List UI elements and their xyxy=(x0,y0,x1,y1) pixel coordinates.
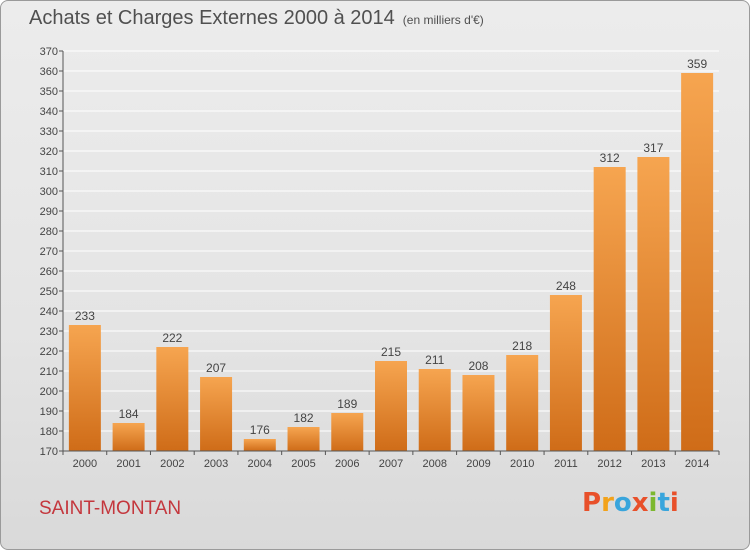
x-tick-label: 2013 xyxy=(641,458,665,470)
proxiti-logo: Proxiti xyxy=(582,488,679,518)
y-tick-label: 340 xyxy=(40,106,58,118)
bar xyxy=(681,73,714,451)
x-tick-label: 2012 xyxy=(597,458,621,470)
y-tick-label: 200 xyxy=(40,386,58,398)
y-tick-label: 210 xyxy=(40,366,58,378)
x-tick-label: 2003 xyxy=(204,458,228,470)
y-tick-label: 360 xyxy=(40,66,58,78)
y-axis-ticks: 170 180 190 200 210 220 230 240 250 260 270 280 290 3… xyxy=(40,46,63,458)
logo-letter: t xyxy=(657,488,670,518)
bar xyxy=(156,347,189,451)
bar xyxy=(418,369,451,451)
bar xyxy=(331,413,364,451)
data-label: 317 xyxy=(643,141,663,155)
data-label: 312 xyxy=(600,151,620,165)
data-label: 207 xyxy=(206,361,226,375)
data-label: 222 xyxy=(162,331,182,345)
y-tick-label: 300 xyxy=(40,186,58,198)
logo-letter: i xyxy=(669,488,679,518)
y-tick-label: 310 xyxy=(40,166,58,178)
y-tick-label: 260 xyxy=(40,266,58,278)
chart-subtitle: (en milliers d'€) xyxy=(402,13,484,27)
y-tick-label: 240 xyxy=(40,306,58,318)
bar xyxy=(549,295,582,451)
data-label: 215 xyxy=(381,345,401,359)
bar xyxy=(287,427,320,451)
bar xyxy=(200,377,233,451)
logo-letter: x xyxy=(631,488,649,518)
y-tick-label: 280 xyxy=(40,226,58,238)
commune-name: SAINT-MONTAN xyxy=(39,498,182,519)
logo-letter: P xyxy=(582,488,602,518)
x-tick-label: 2004 xyxy=(248,458,272,470)
x-tick-label: 2007 xyxy=(379,458,403,470)
logo-letter: o xyxy=(613,488,632,518)
bar xyxy=(637,157,670,451)
chart-title-text: Achats et Charges Externes 2000 à 2014 xyxy=(29,7,395,29)
bar xyxy=(506,355,539,451)
bar xyxy=(243,439,276,451)
bar xyxy=(593,167,626,451)
y-tick-label: 230 xyxy=(40,326,58,338)
x-tick-label: 2008 xyxy=(422,458,446,470)
x-tick-label: 2002 xyxy=(160,458,184,470)
y-tick-label: 220 xyxy=(40,346,58,358)
y-tick-label: 290 xyxy=(40,206,58,218)
data-label: 184 xyxy=(119,407,139,421)
bar xyxy=(112,423,145,451)
data-label: 208 xyxy=(468,359,488,373)
y-tick-label: 180 xyxy=(40,426,58,438)
logo-letter: i xyxy=(648,488,658,518)
x-axis-ticks: 2000 2001 2002 2003 2004 2005 2006 2007 2008 2009… xyxy=(62,451,720,470)
x-tick-label: 2001 xyxy=(116,458,140,470)
y-tick-label: 170 xyxy=(40,446,58,458)
data-label: 233 xyxy=(75,309,95,323)
y-tick-label: 320 xyxy=(40,146,58,158)
y-tick-label: 190 xyxy=(40,406,58,418)
bar xyxy=(462,375,495,451)
chart-title: Achats et Charges Externes 2000 à 2014 (e… xyxy=(29,7,484,30)
data-label: 176 xyxy=(250,423,270,437)
data-label: 248 xyxy=(556,279,576,293)
bar xyxy=(68,325,101,451)
data-labels: 233 184 222 207 176 182 189 215 211 208 218 248 312 3… xyxy=(75,57,708,437)
data-label: 218 xyxy=(512,339,532,353)
x-tick-label: 2014 xyxy=(685,458,709,470)
x-tick-label: 2010 xyxy=(510,458,534,470)
x-tick-label: 2006 xyxy=(335,458,359,470)
data-label: 211 xyxy=(425,353,444,367)
x-tick-label: 2009 xyxy=(466,458,490,470)
bar xyxy=(375,361,407,451)
y-tick-label: 330 xyxy=(40,126,58,138)
data-label: 359 xyxy=(687,57,707,71)
y-tick-label: 350 xyxy=(40,86,58,98)
y-tick-label: 270 xyxy=(40,246,58,258)
y-tick-label: 250 xyxy=(40,286,58,298)
x-tick-label: 2000 xyxy=(73,458,97,470)
logo-letter: r xyxy=(601,488,614,518)
y-tick-label: 370 xyxy=(40,46,58,58)
data-label: 182 xyxy=(294,411,314,425)
data-label: 189 xyxy=(337,397,357,411)
x-tick-label: 2011 xyxy=(554,458,578,470)
bars xyxy=(68,73,714,451)
x-tick-label: 2005 xyxy=(291,458,315,470)
